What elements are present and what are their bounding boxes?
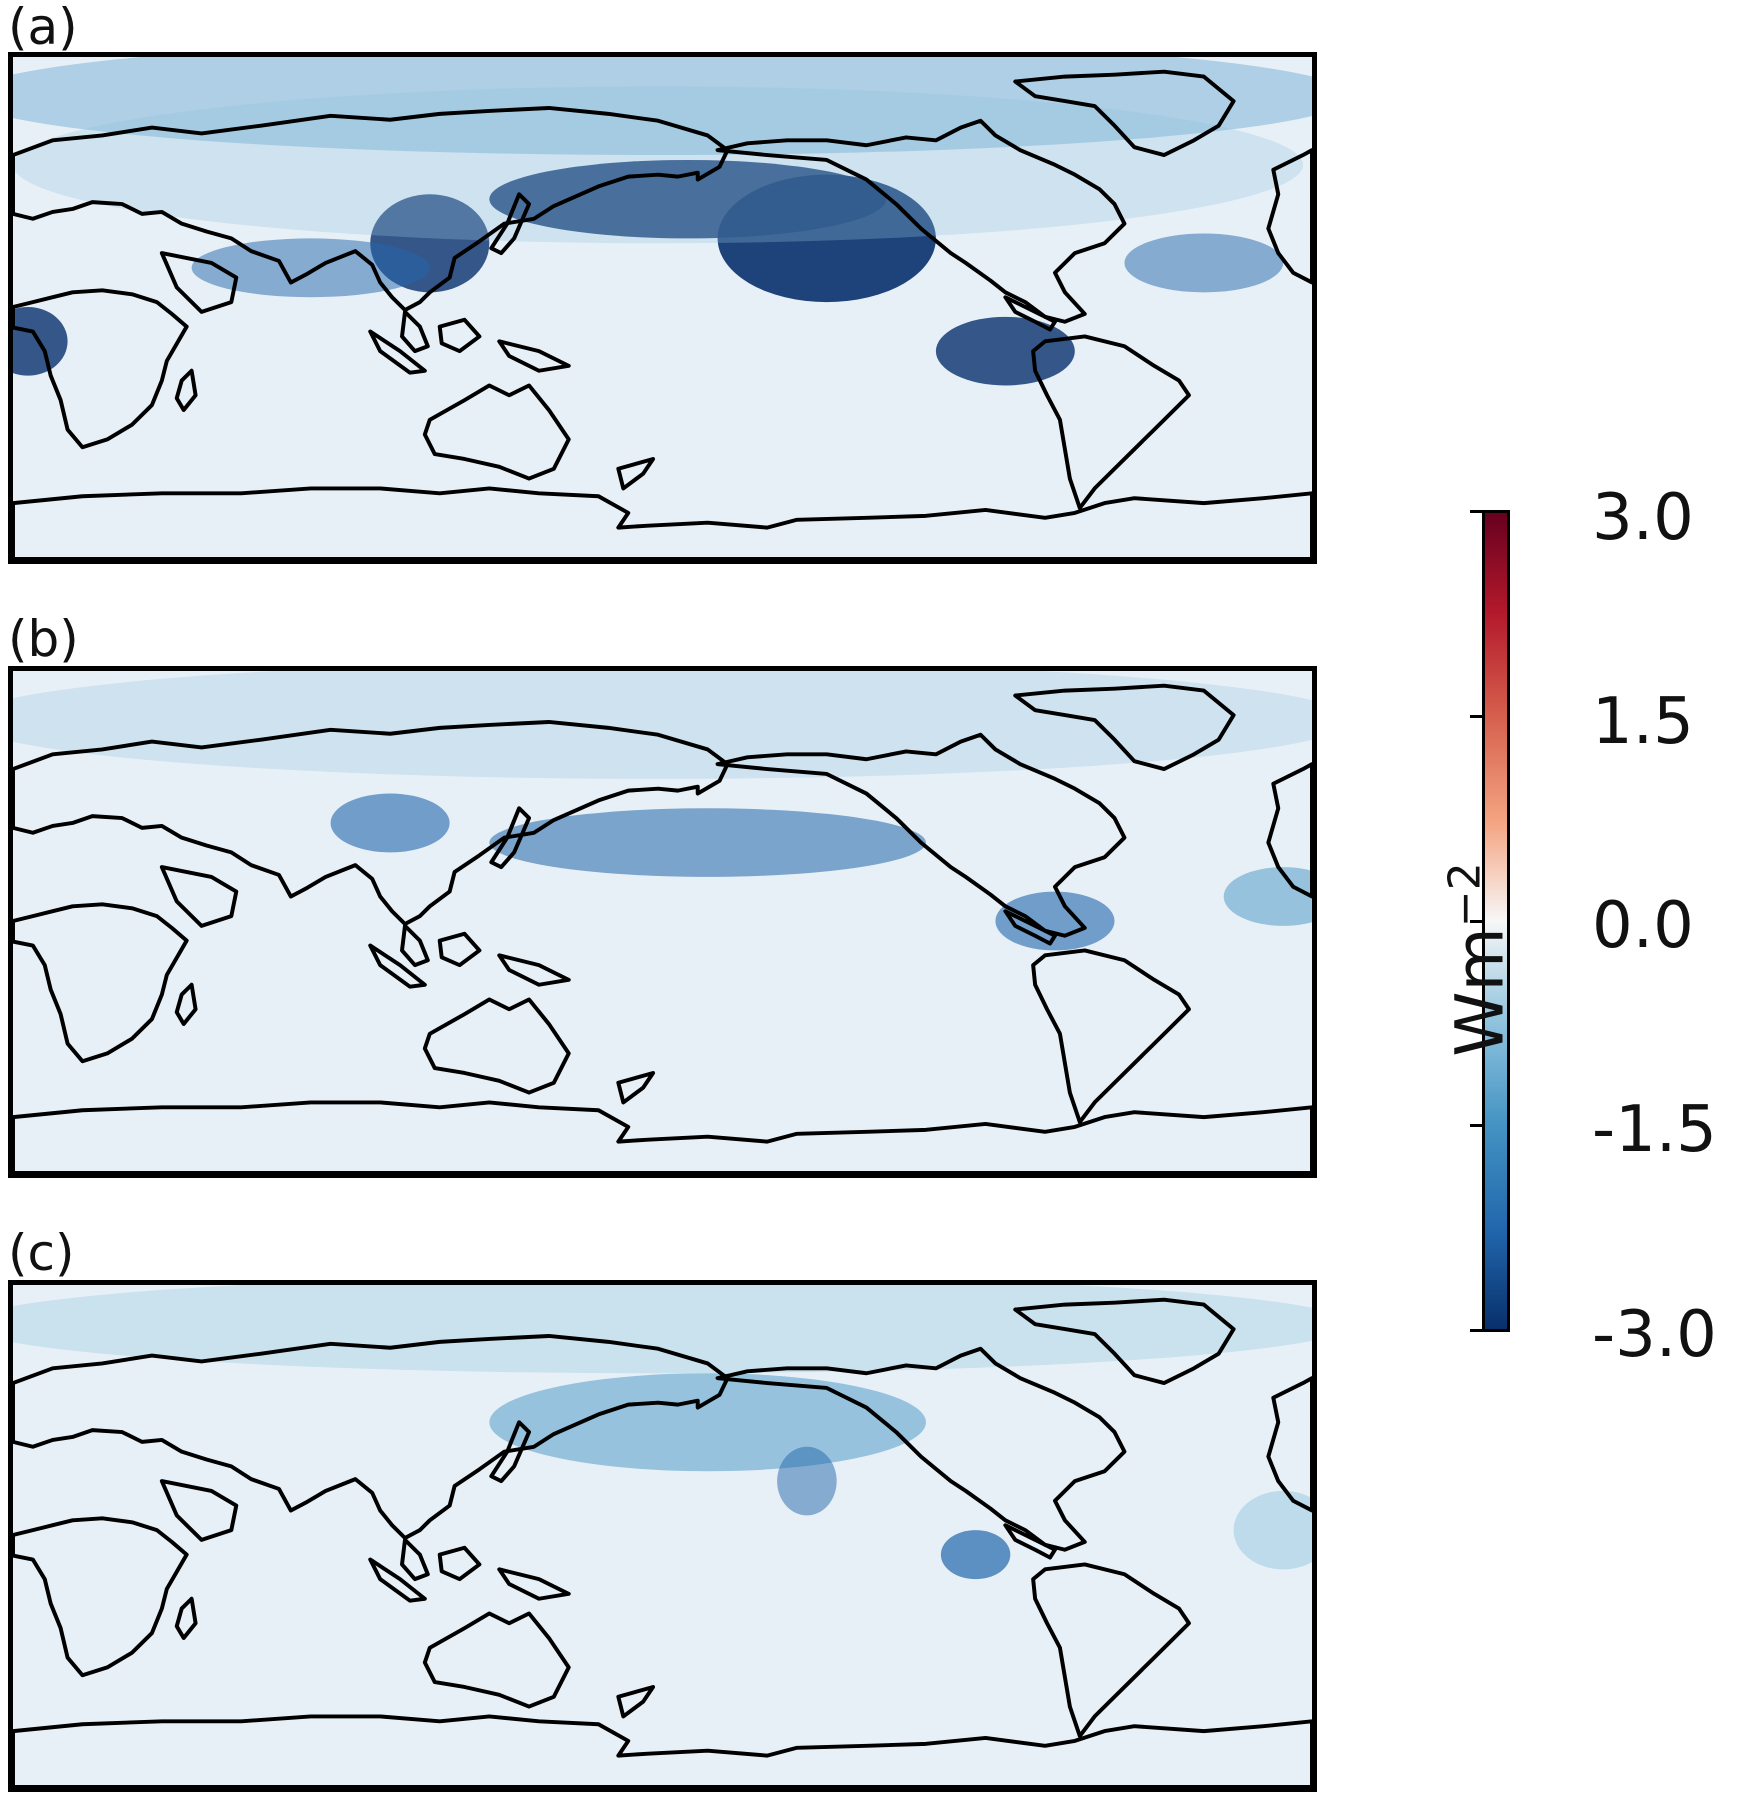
colorbar-tick — [1470, 715, 1482, 718]
coastline — [13, 1334, 730, 1540]
anomaly-region — [330, 793, 450, 853]
coastline — [616, 1685, 656, 1719]
colorbar-title: Wm−2 — [1440, 862, 1519, 1056]
map-a-svg — [13, 57, 1312, 559]
panel-label-b: (b) — [8, 610, 79, 668]
colorbar-tick — [1470, 510, 1482, 513]
anomaly-region — [13, 57, 1312, 156]
coastline — [1031, 1562, 1191, 1738]
coastline — [437, 317, 482, 354]
coastline — [159, 865, 239, 928]
coastline — [437, 931, 482, 968]
coastline — [13, 1714, 1312, 1787]
map-panel-a — [8, 52, 1317, 564]
coastline — [715, 118, 1127, 324]
coastline — [400, 923, 430, 968]
coastline — [13, 902, 189, 1064]
coastline — [422, 1611, 571, 1709]
coastline — [489, 192, 532, 256]
coastline — [13, 486, 1312, 559]
coastline — [489, 1420, 532, 1484]
coastline — [497, 953, 571, 987]
panel-label-a: (a) — [8, 0, 78, 56]
anomaly-region — [489, 1373, 926, 1472]
colorbar-tick-label: -3.0 — [1592, 1298, 1717, 1372]
colorbar-tick-label: 1.5 — [1592, 685, 1694, 759]
coastline — [13, 106, 730, 312]
anomaly-region — [777, 1446, 837, 1516]
colorbar-tick-label: -1.5 — [1592, 1093, 1717, 1167]
coastline — [489, 806, 532, 870]
coastline — [400, 309, 430, 354]
coastline — [497, 339, 571, 373]
coastline — [368, 1557, 427, 1603]
coastline — [13, 720, 730, 926]
coastline — [13, 1516, 189, 1678]
colorbar-tick — [1470, 1329, 1482, 1332]
colorbar-tick-label: 0.0 — [1592, 889, 1694, 963]
anomaly-region — [1233, 1490, 1312, 1570]
colorbar-tick — [1470, 1124, 1482, 1127]
coastline — [1013, 69, 1236, 158]
panel-label-c: (c) — [8, 1224, 75, 1282]
coastline — [368, 329, 427, 375]
coastline — [715, 1346, 1127, 1552]
coastline — [1266, 148, 1312, 285]
coastline — [1013, 1297, 1236, 1386]
anomaly-region — [489, 808, 926, 877]
anomaly-region — [935, 316, 1075, 386]
colorbar-tick — [1470, 920, 1482, 923]
colorbar-unit-exponent: −2 — [1439, 862, 1491, 928]
anomaly-region — [995, 891, 1115, 951]
colorbar-unit: Wm — [1441, 927, 1519, 1057]
coastline — [13, 1100, 1312, 1173]
map-c-svg — [13, 1285, 1312, 1787]
anomaly-region — [1124, 233, 1284, 293]
map-background — [13, 57, 1312, 559]
coastline — [1031, 334, 1191, 510]
anomaly-region — [191, 238, 430, 298]
coastline — [715, 732, 1127, 938]
map-b-svg — [13, 671, 1312, 1173]
coastline — [497, 1567, 571, 1601]
coastline — [159, 251, 239, 314]
coastline — [174, 368, 198, 412]
coastline — [1003, 1523, 1057, 1560]
coastline — [1003, 909, 1057, 946]
anomaly-region — [13, 1285, 1312, 1374]
anomaly-region — [13, 671, 1312, 779]
map-panel-c — [8, 1280, 1317, 1792]
anomaly-region — [13, 86, 1304, 244]
colorbar-tick-label: 3.0 — [1592, 481, 1694, 555]
coastline — [422, 997, 571, 1095]
coastline — [13, 288, 189, 450]
coastline — [174, 982, 198, 1026]
coastline — [159, 1479, 239, 1542]
coastline — [1003, 295, 1057, 332]
anomaly-region — [717, 174, 936, 303]
coastline — [422, 383, 571, 481]
coastline — [616, 457, 656, 491]
map-panel-b — [8, 666, 1317, 1178]
coastline — [1031, 948, 1191, 1124]
coastline — [437, 1545, 482, 1582]
coastline — [1266, 1376, 1312, 1513]
coastline — [368, 943, 427, 989]
colorbar — [1482, 510, 1510, 1332]
map-background — [13, 1285, 1312, 1787]
coastline — [174, 1596, 198, 1640]
coastline — [1013, 683, 1236, 772]
anomaly-region — [940, 1530, 1011, 1580]
coastline — [400, 1537, 430, 1582]
coastline — [616, 1071, 656, 1105]
coastline — [1266, 762, 1312, 899]
